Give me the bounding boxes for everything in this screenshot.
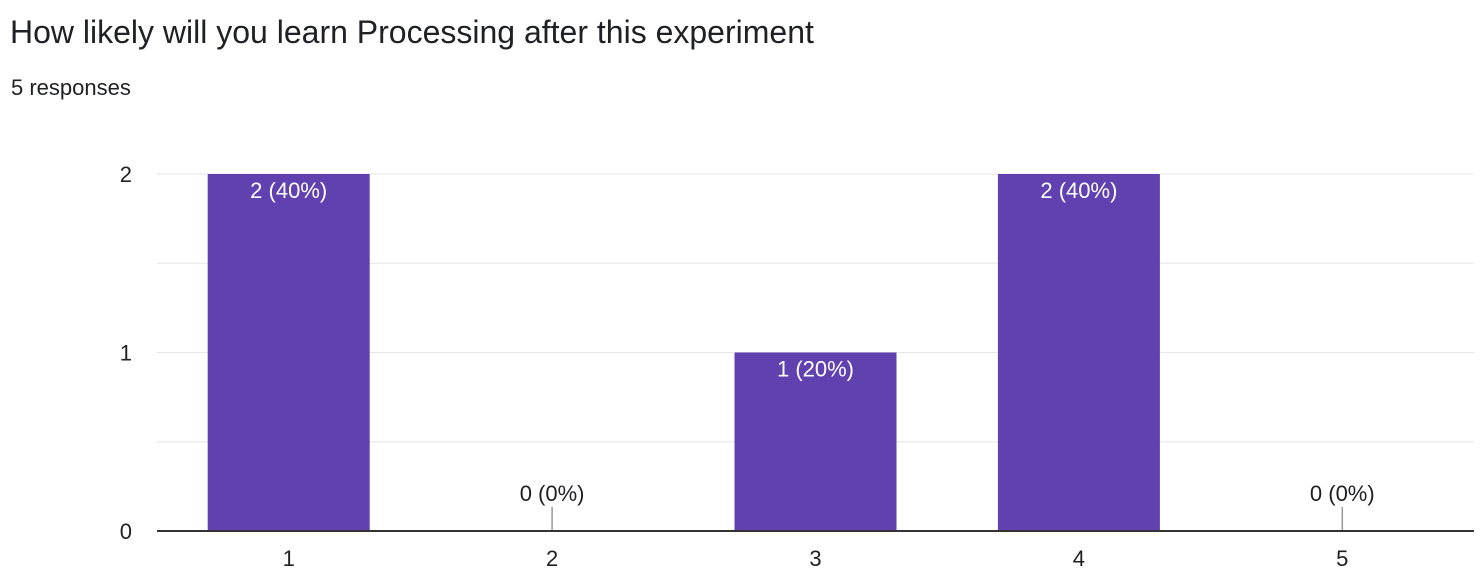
y-tick-label: 1 <box>120 341 132 366</box>
bar-data-label: 0 (0%) <box>1310 481 1375 506</box>
bar-data-label: 1 (20%) <box>777 357 854 382</box>
y-tick-label: 2 <box>120 162 132 187</box>
x-tick-label: 5 <box>1336 546 1348 571</box>
x-tick-label: 2 <box>546 546 558 571</box>
bar <box>734 352 897 531</box>
bar-data-label: 0 (0%) <box>520 481 585 506</box>
bar-data-label: 2 (40%) <box>1040 178 1117 203</box>
bar <box>207 174 370 531</box>
response-count: 5 responses <box>11 75 131 100</box>
y-tick-label: 0 <box>120 519 132 544</box>
x-tick-label: 4 <box>1073 546 1085 571</box>
bar <box>997 174 1160 531</box>
bar-data-label: 2 (40%) <box>250 178 327 203</box>
x-tick-label: 3 <box>809 546 821 571</box>
chart-title: How likely will you learn Processing aft… <box>10 14 814 50</box>
x-tick-label: 1 <box>283 546 295 571</box>
